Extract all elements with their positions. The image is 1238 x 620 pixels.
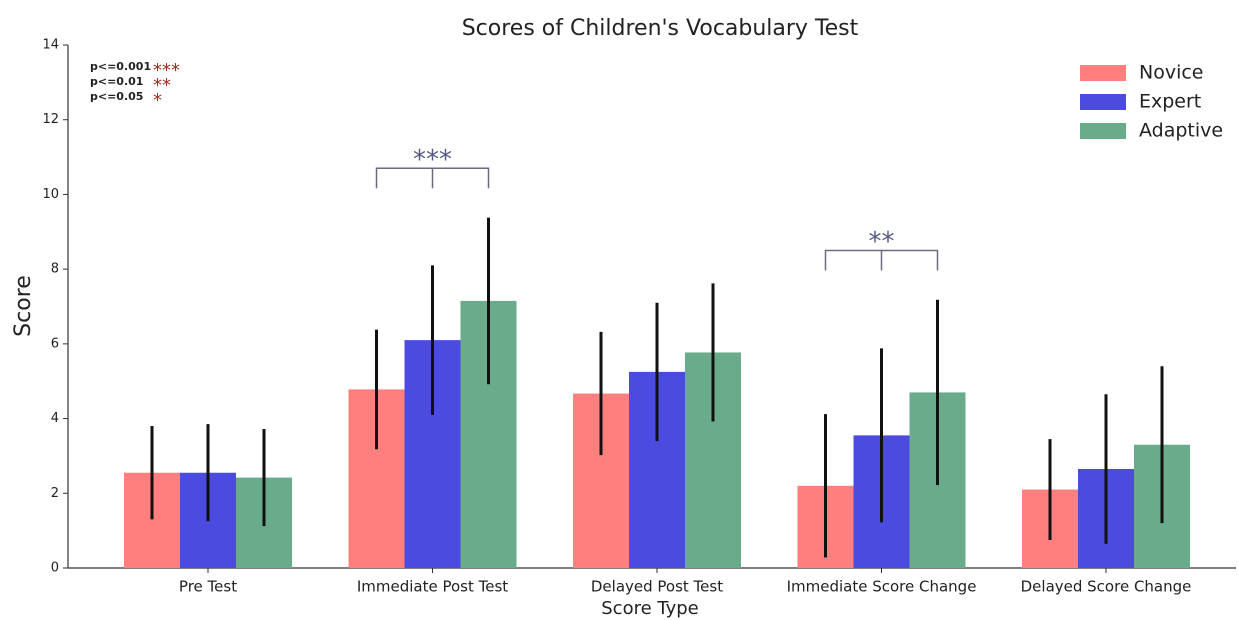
y-tick-label: 14	[42, 38, 59, 53]
legend-label: Expert	[1139, 91, 1201, 113]
y-tick-label: 8	[51, 262, 59, 277]
chart-title: Scores of Children's Vocabulary Test	[462, 16, 859, 41]
key-stars: ***	[153, 60, 180, 81]
y-tick-label: 4	[51, 411, 59, 426]
key-stars: *	[153, 90, 162, 111]
key-threshold: p<=0.01	[90, 75, 143, 88]
legend-swatch	[1080, 65, 1126, 81]
x-tick-label: Immediate Score Change	[787, 578, 977, 596]
key-threshold: p<=0.05	[90, 90, 143, 103]
legend-label: Novice	[1139, 62, 1204, 84]
x-tick-label: Delayed Score Change	[1021, 578, 1192, 596]
significance-bracket	[824, 249, 939, 271]
y-tick-label: 6	[51, 336, 59, 351]
legend-swatch	[1080, 94, 1126, 110]
legend-label: Adaptive	[1139, 120, 1223, 142]
y-tick-label: 0	[51, 561, 59, 576]
significance-bracket	[375, 167, 490, 189]
y-axis-label: Score	[11, 275, 36, 337]
x-axis-label: Score Type	[601, 598, 698, 619]
y-tick-label: 10	[42, 187, 59, 202]
x-tick-label: Immediate Post Test	[357, 578, 508, 596]
x-tick-label: Delayed Post Test	[591, 578, 723, 596]
y-tick-label: 12	[42, 112, 59, 127]
x-tick-label: Pre Test	[179, 578, 237, 596]
significance-label: ***	[413, 145, 452, 175]
significance-label: **	[869, 227, 895, 257]
key-threshold: p<=0.001	[90, 60, 151, 73]
legend-swatch	[1080, 123, 1126, 139]
key-stars: **	[153, 75, 171, 96]
y-tick-label: 2	[51, 486, 59, 501]
